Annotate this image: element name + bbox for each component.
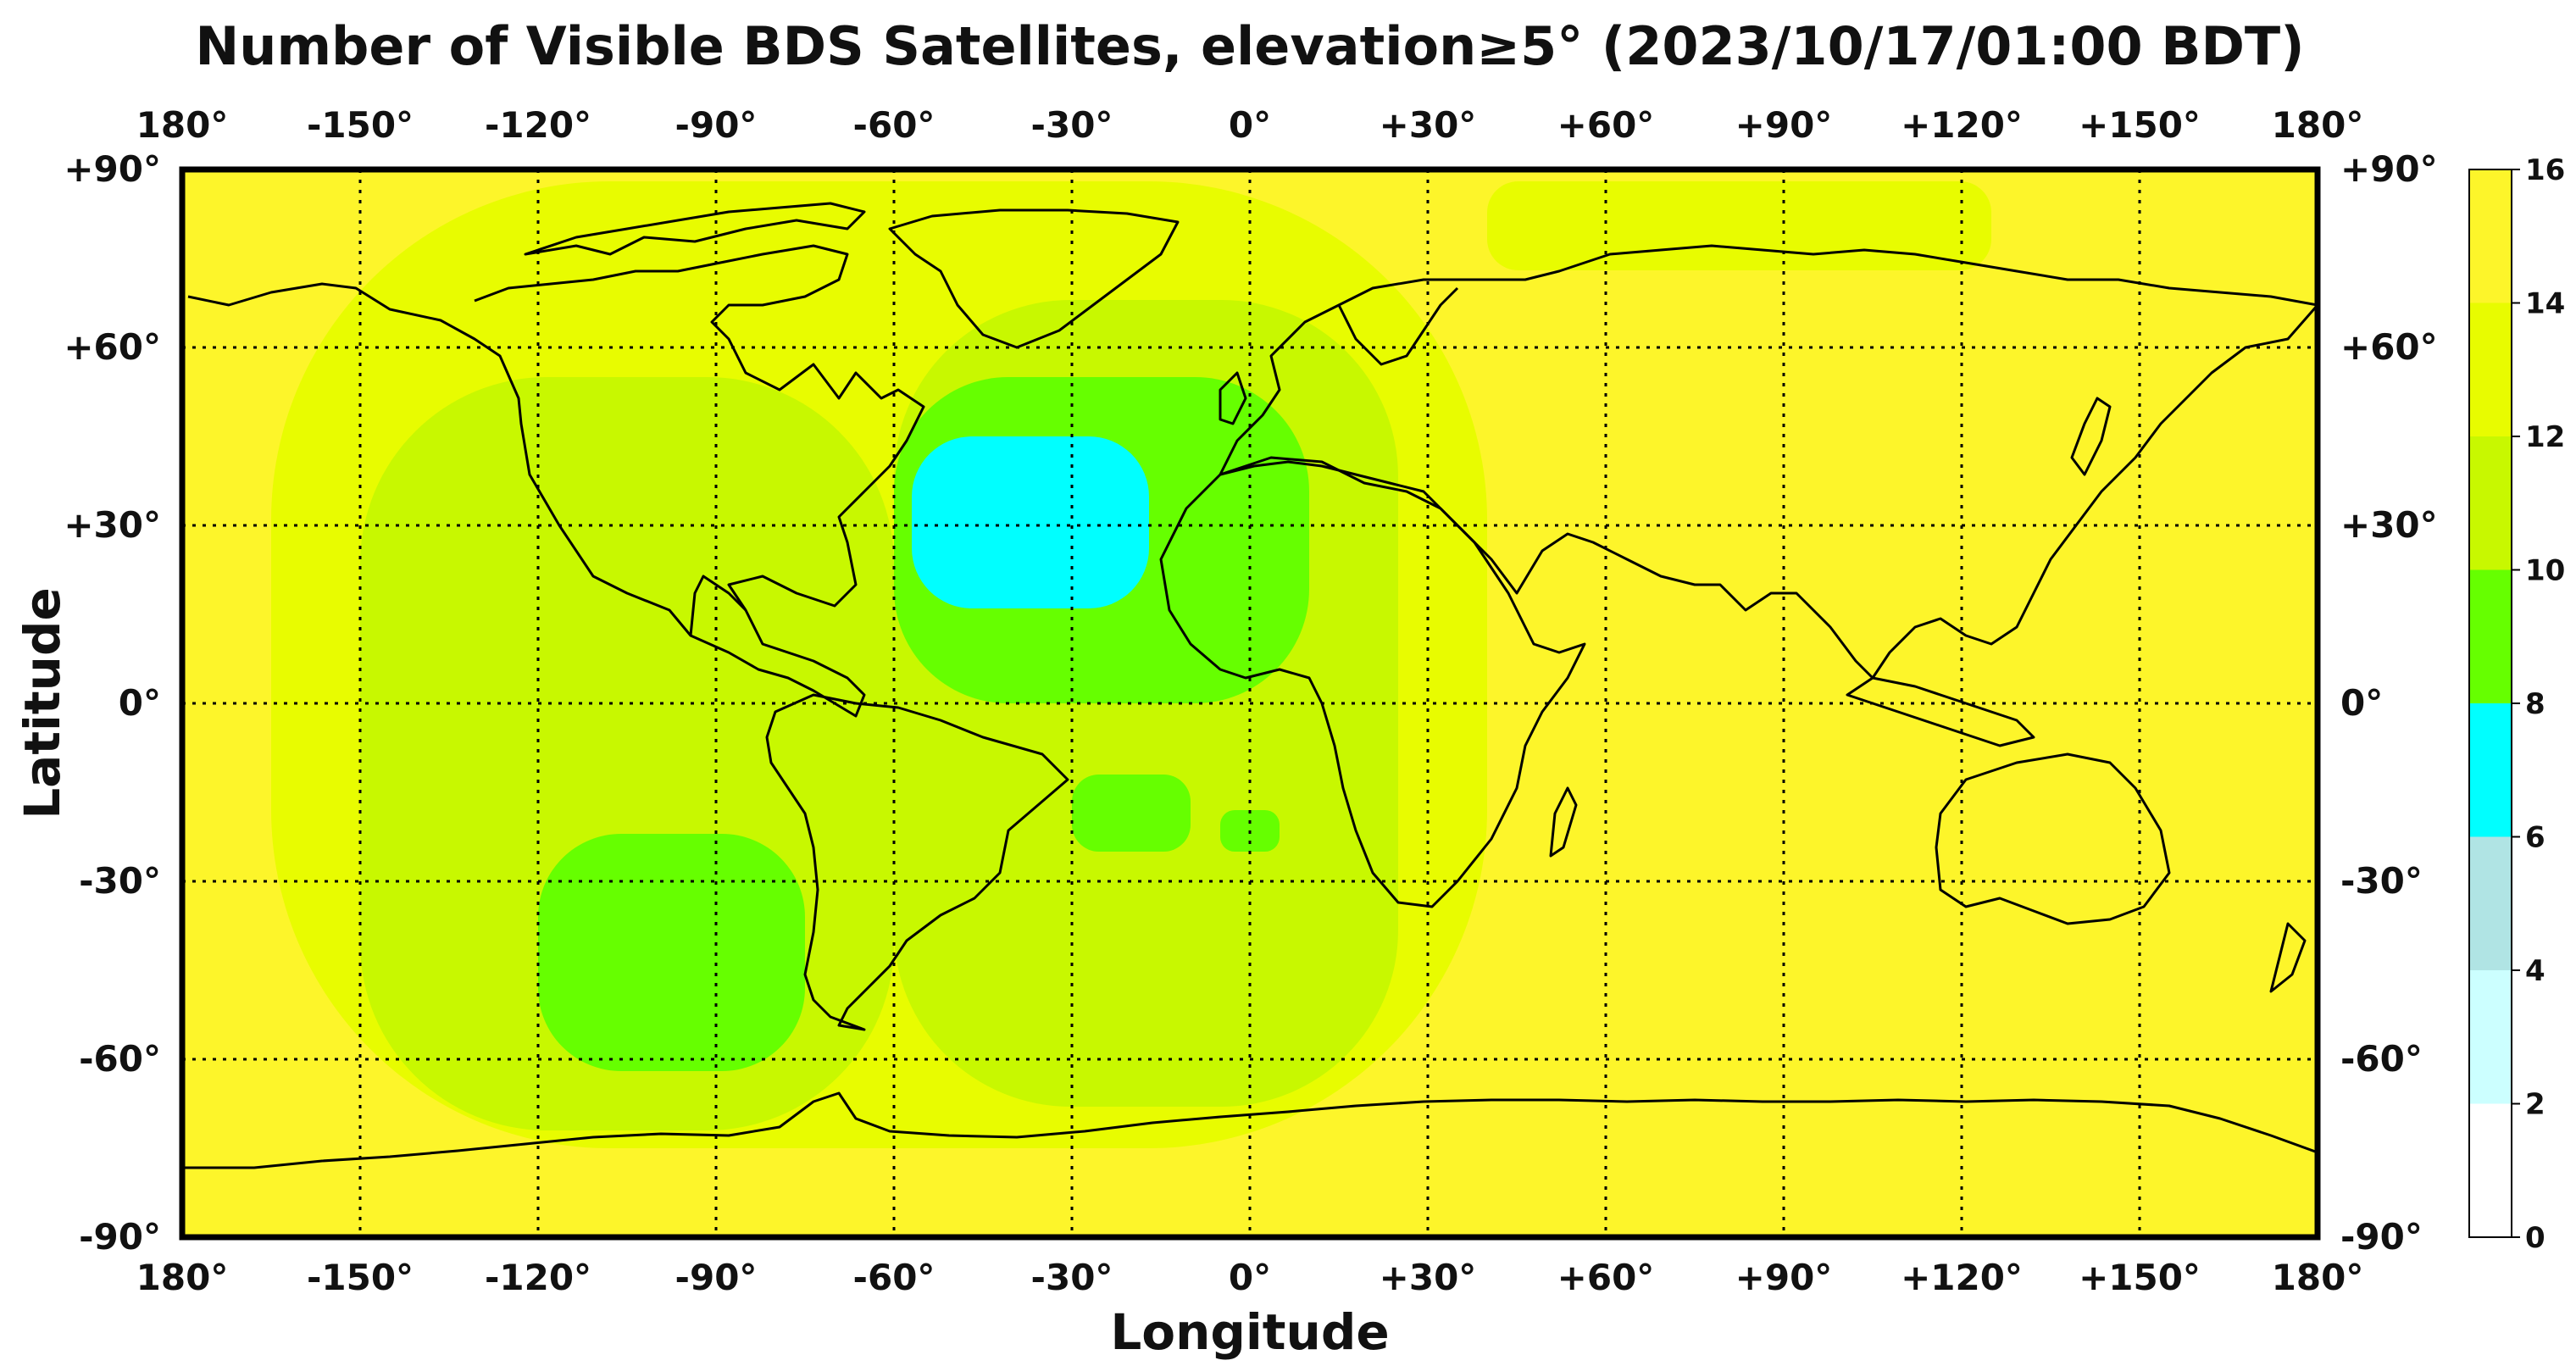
longitude-tick-label-bottom: +150° [2079,1257,2201,1298]
coastline-madagascar [1549,786,1578,858]
latitude-labels-left: +90° +60° +30° 0° -30° -60° -90° [64,148,161,1258]
colorbar-tick-label: 12 [2525,420,2565,454]
longitude-tick-label-bottom: -60° [853,1257,935,1298]
colorbar-tick-label: 6 [2525,821,2545,855]
colorbar-tick-label: 8 [2525,687,2545,721]
heatmap-region-9 [912,436,1149,608]
heatmap-region-5 [538,834,805,1071]
coastline-scandinavia [1337,286,1459,366]
longitude-tick-label-bottom: -90° [675,1257,758,1298]
latitude-tick-label-right: +60° [2340,326,2438,368]
graticule [182,169,2318,1237]
coastline-africa [1159,456,1586,908]
x-axis-label: Longitude [1110,1303,1389,1361]
coastline-north-america [187,244,925,718]
longitude-tick-label-top: +120° [1901,104,2023,146]
colorbar-segment [2469,970,2512,1104]
longitude-tick-label-bottom: 0° [1229,1257,1271,1298]
colorbar-segment [2469,303,2512,436]
colorbar-segment [2469,836,2512,970]
coastline-arctic-islands [524,202,866,256]
longitude-tick-label-top: +90° [1735,104,1833,146]
longitude-tick-label-bottom: +30° [1380,1257,1477,1298]
chart-title: Number of Visible BDS Satellites, elevat… [195,15,2305,77]
longitude-tick-label-top: -150° [307,104,414,146]
colorbar-tick-label: 14 [2525,287,2565,321]
latitude-tick-label-right: -30° [2340,860,2423,902]
colorbar-tick-label: 2 [2525,1088,2545,1122]
longitude-tick-label-top: -120° [485,104,591,146]
coastline-indonesia [1846,676,2035,747]
coastline-new-zealand [2269,922,2307,993]
colorbar-segment [2469,703,2512,837]
longitude-tick-label-top: -60° [853,104,935,146]
longitude-tick-label-bottom: 180° [136,1257,229,1298]
coastline-japan [2070,397,2112,476]
longitude-tick-label-top: -90° [675,104,758,146]
longitude-tick-label-top: 180° [136,104,229,146]
y-axis-label: Latitude [14,587,71,819]
colorbar-segment [2469,1103,2512,1237]
coastline-australia [1935,752,2171,925]
colorbar-tick-label: 10 [2525,554,2565,588]
latitude-tick-label-right: -60° [2340,1038,2423,1080]
colorbar-tick-label: 0 [2525,1221,2545,1255]
longitude-labels-top: 180° -150° -120° -90° -60° -30° 0° +30° +60° +90°… [136,104,2364,146]
longitude-tick-label-top: 180° [2272,104,2364,146]
longitude-tick-label-bottom: +90° [1735,1257,1833,1298]
latitude-tick-label-right: 0° [2340,682,2383,724]
longitude-tick-label-bottom: -30° [1031,1257,1113,1298]
longitude-tick-label-bottom: +120° [1901,1257,2023,1298]
coastline-greenland [888,208,1180,349]
latitude-tick-label-left: +90° [64,148,161,190]
colorbar-segment [2469,436,2512,570]
latitude-tick-label-left: +30° [64,504,161,546]
latitude-labels-right: +90° +60° +30° 0° -30° -60° -90° [2340,148,2438,1258]
colorbar-segment [2469,569,2512,703]
longitude-labels-bottom: 180° -150° -120° -90° -60° -30° 0° +30° +60° +90°… [136,1257,2364,1298]
longitude-tick-label-top: +150° [2079,104,2201,146]
colorbar-tick-label: 16 [2525,153,2565,187]
coastline-eurasia [1219,244,2318,680]
longitude-tick-label-top: -30° [1031,104,1113,146]
coastline-british-isles [1219,371,1247,425]
longitude-tick-label-bottom: -150° [307,1257,414,1298]
latitude-tick-label-right: -90° [2340,1216,2423,1258]
coastline-mexico-gulf [689,575,747,636]
heatmap-region-2 [1487,181,1991,270]
longitude-tick-label-bottom: -120° [485,1257,591,1298]
coastlines [182,202,2318,1169]
longitude-tick-label-bottom: 180° [2272,1257,2364,1298]
map-frame [179,166,2321,1241]
longitude-tick-label-top: 0° [1229,104,1271,146]
latitude-tick-label-left: +60° [64,326,161,368]
longitude-tick-label-top: +30° [1380,104,1477,146]
latitude-tick-label-left: -90° [79,1216,161,1258]
latitude-tick-label-left: -30° [79,860,161,902]
latitude-tick-label-right: +90° [2340,148,2438,190]
longitude-tick-label-bottom: +60° [1557,1257,1655,1298]
longitude-tick-label-top: +60° [1557,104,1655,146]
latitude-tick-label-left: 0° [119,682,161,724]
colorbar: 0 2 4 6 8 10 12 14 16 [2468,153,2565,1255]
heatmap-region-7 [1072,775,1191,852]
latitude-tick-label-right: +30° [2340,504,2438,546]
colorbar-segment [2469,169,2512,303]
coastline-antarctica [182,1091,2318,1169]
colorbar-tick-label: 4 [2525,954,2545,988]
latitude-tick-label-left: -60° [79,1038,161,1080]
coastline-south-america [765,693,1069,1031]
